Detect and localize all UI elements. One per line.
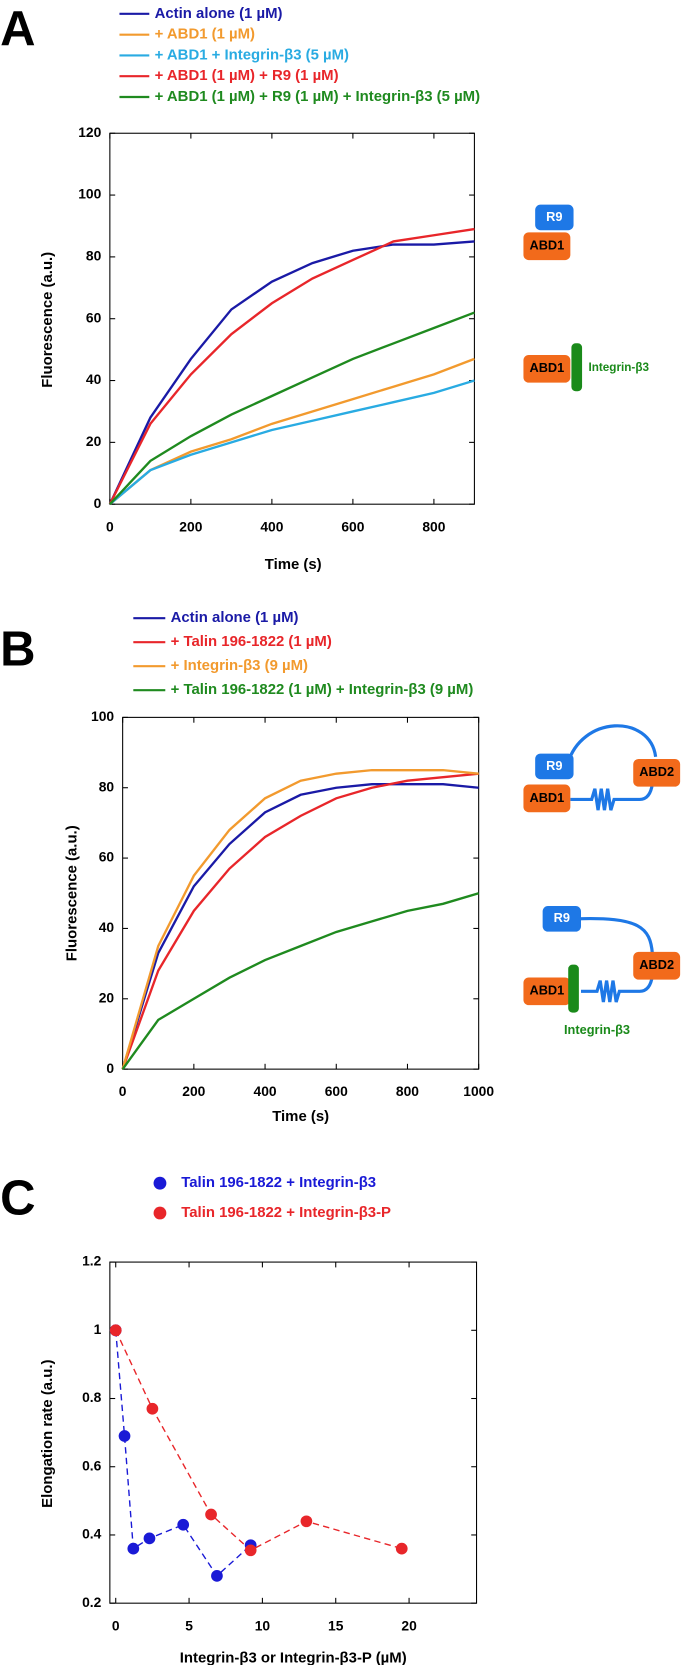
line-series (121, 892, 480, 1070)
legend-swatch (153, 1206, 167, 1220)
y-axis-title: Fluorescence (a.u.) (39, 252, 56, 388)
point (127, 1542, 140, 1555)
y-tick-label: 80 (99, 778, 115, 794)
point (109, 1324, 122, 1337)
y-tick-label: 20 (86, 433, 102, 449)
y-tick-label: 0.8 (82, 1389, 102, 1405)
legend-label: + Talin 196-1822 (1 µM) + Integrin-β3 (9… (171, 681, 474, 698)
x-tick-label: 1000 (463, 1083, 494, 1099)
diagram-label: R9 (554, 910, 570, 925)
line-series (109, 357, 475, 506)
x-axis-title: Integrin-β3 or Integrin-β3-P (µM) (180, 1650, 407, 1665)
panel-letter: B (0, 622, 35, 676)
y-tick-label: 0.4 (82, 1526, 102, 1542)
diagram-label: ABD2 (639, 764, 674, 779)
diagram-label: Integrin-β3 (588, 361, 649, 374)
x-tick-label: 20 (401, 1617, 417, 1633)
y-tick-label: 0 (94, 495, 102, 511)
diagram-a2: ABD1 Integrin-β3 (523, 343, 649, 392)
y-tick-label: 100 (91, 708, 114, 724)
y-tick-label: 60 (86, 309, 102, 325)
diagram-a1: R9 ABD1 (523, 204, 574, 261)
legend-label: Talin 196-1822 + Integrin-β3-P (181, 1204, 391, 1221)
plot-frame (109, 132, 475, 505)
x-tick-label: 15 (328, 1617, 344, 1633)
y-tick-label: 0.2 (82, 1594, 102, 1610)
point (211, 1570, 223, 1582)
legend-label: + ABD1 (1 µM) + R9 (1 µM) (155, 67, 339, 84)
diagram-label: ABD2 (639, 957, 674, 972)
y-tick-label: 1 (94, 1321, 102, 1337)
line-series (121, 783, 479, 1070)
point (205, 1508, 217, 1521)
y-tick-label: 60 (99, 849, 115, 865)
diagram-label: ABD1 (529, 238, 564, 253)
x-tick-label: 0 (119, 1083, 127, 1099)
dashed-line (115, 1330, 402, 1552)
x-tick-label: 600 (325, 1083, 348, 1099)
legend-label: + ABD1 (1 µM) (155, 26, 255, 43)
x-tick-label: 0 (106, 518, 114, 534)
x-axis-title: Time (s) (265, 556, 322, 573)
legend-label: Actin alone (1 µM) (155, 5, 283, 22)
diagram-label: ABD1 (529, 790, 564, 805)
diagram-b1: R9 ABD1 ABD2 (523, 724, 681, 813)
line-series (121, 768, 479, 1070)
line-series (109, 311, 475, 505)
plot-frame (109, 1261, 478, 1604)
y-tick-label: 120 (78, 124, 101, 140)
x-tick-label: 5 (185, 1617, 193, 1633)
y-tick-label: 80 (86, 248, 102, 264)
diagram-label: ABD1 (529, 360, 564, 375)
point (143, 1532, 156, 1545)
diagram-label: ABD1 (529, 983, 564, 998)
x-tick-label: 200 (182, 1083, 205, 1099)
x-tick-label: 400 (260, 518, 283, 534)
y-tick-label: 1.2 (82, 1253, 102, 1269)
x-tick-label: 400 (254, 1083, 277, 1099)
legend-label: + ABD1 (1 µM) + R9 (1 µM) + Integrin-β3 … (155, 88, 480, 105)
legend-swatch (153, 1176, 167, 1190)
point (146, 1402, 159, 1415)
y-tick-label: 20 (99, 989, 115, 1005)
y-tick-label: 100 (78, 186, 101, 202)
y-axis-title: Fluorescence (a.u.) (63, 825, 80, 961)
x-axis-title: Time (s) (272, 1108, 329, 1125)
x-tick-label: 800 (396, 1083, 419, 1099)
line-series (109, 379, 475, 506)
y-tick-label: 40 (99, 919, 115, 935)
point (118, 1430, 131, 1442)
y-tick-label: 0 (106, 1060, 114, 1076)
legend-label: + Talin 196-1822 (1 µM) (171, 633, 332, 650)
panel-letter: A (0, 2, 35, 56)
x-tick-label: 600 (341, 518, 364, 534)
x-tick-label: 0 (112, 1617, 120, 1633)
legend-label: + Integrin-β3 (9 µM) (171, 657, 308, 674)
point (395, 1542, 408, 1555)
diagram-label: R9 (546, 209, 562, 224)
diagram-label: R9 (546, 758, 562, 773)
diagram-b2: R9 ABD2 ABD1 Integrin-β3 (523, 906, 681, 1037)
dashed-line (115, 1330, 252, 1577)
line-series (108, 240, 475, 505)
diagram-label: Integrin-β3 (564, 1022, 630, 1037)
legend-label: Talin 196-1822 + Integrin-β3 (181, 1174, 376, 1191)
panel-letter: C (0, 1171, 35, 1225)
point (300, 1515, 313, 1528)
y-axis-title: Elongation rate (a.u.) (39, 1360, 56, 1508)
x-tick-label: 10 (255, 1617, 271, 1633)
x-tick-label: 200 (179, 518, 202, 534)
line-series (121, 772, 479, 1070)
legend-label: + ABD1 + Integrin-β3 (5 µM) (155, 46, 349, 63)
y-tick-label: 0.6 (82, 1457, 102, 1473)
line-series (108, 227, 475, 505)
legend-label: Actin alone (1 µM) (171, 609, 299, 626)
point (177, 1518, 190, 1531)
y-tick-label: 40 (86, 371, 102, 387)
x-tick-label: 800 (422, 518, 445, 534)
point (244, 1544, 257, 1557)
